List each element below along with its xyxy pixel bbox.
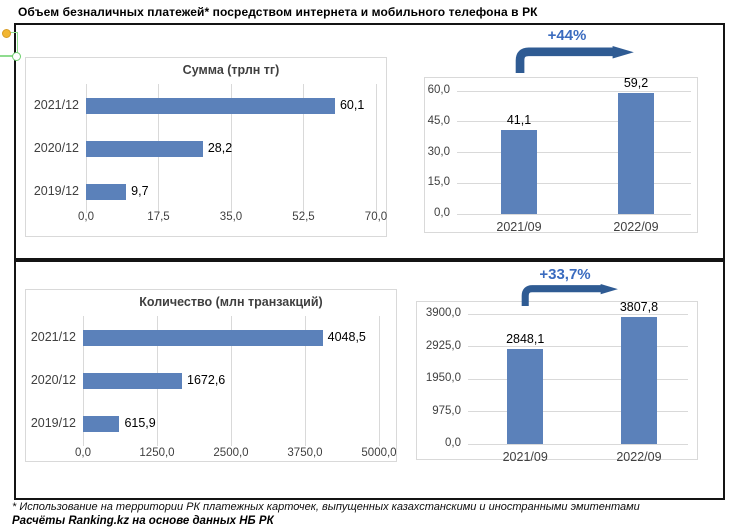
chart-title: Количество (млн транзакций) (139, 295, 323, 309)
category-label: 2019/12 (30, 416, 76, 431)
gridline (468, 313, 688, 315)
bar (507, 349, 544, 444)
data-label: 28,2 (207, 140, 233, 155)
data-label: 4048,5 (327, 329, 366, 344)
axis-tick-label: 5000,0 (361, 447, 397, 459)
gridline (468, 411, 688, 412)
category-label: 2021/12 (33, 97, 79, 112)
gridline (457, 90, 691, 92)
selection-frame-line (16, 31, 18, 56)
gridline (303, 84, 304, 213)
category-label: 2021/12 (30, 329, 76, 344)
gridline (468, 346, 688, 347)
category-label: 2020/12 (33, 140, 79, 155)
growth-arrow-icon (521, 284, 618, 306)
category-label: 2022/09 (616, 450, 662, 464)
axis-tick-label: 1250,0 (139, 447, 175, 459)
chart-title: Сумма (трлн тг) (182, 63, 280, 77)
axis-tick-label: 3900,0 (425, 307, 461, 319)
axis-tick-label: 17,5 (147, 211, 170, 223)
bar (86, 97, 335, 114)
axis-tick-label: 60,0 (427, 84, 450, 96)
gridline (468, 443, 688, 445)
footnote: * Использование на территории РК платежн… (12, 501, 640, 513)
axis-tick-label: 0,0 (78, 211, 94, 223)
bar (83, 416, 120, 433)
category-label: 2019/12 (33, 183, 79, 198)
bar (501, 129, 537, 214)
chart-panel-count-by-year[interactable]: Количество (млн транзакций) 0,0 1250,0 2500… (25, 289, 397, 462)
axis-tick-label: 52,5 (292, 211, 315, 223)
bar (618, 92, 654, 214)
axis-tick-label: 30,0 (427, 145, 450, 158)
growth-label-top: +44% (547, 27, 587, 44)
category-label: 2020/12 (30, 373, 76, 387)
axis-tick-label: 975,0 (432, 404, 461, 417)
gridline (230, 84, 232, 213)
data-label: 2848,1 (506, 332, 545, 347)
bar (620, 317, 657, 444)
gridline (230, 316, 232, 446)
chart-panel-sum-by-year[interactable]: Сумма (трлн тг) 0,0 17,5 35,0 52,5 70,0 2021/1… (25, 57, 387, 237)
bar (86, 140, 203, 157)
chart-panel-count-sept-compare[interactable]: 3900,0 2925,0 1950,0 975,0 0,0 2848,1 2021/09 3… (416, 300, 698, 464)
axis-tick-label: 0,0 (445, 437, 461, 449)
axis-tick-label: 1950,0 (425, 372, 461, 384)
axis-tick-label: 2500,0 (213, 447, 249, 459)
source-credit: Расчёты Ranking.kz на основе данных НБ Р… (12, 515, 274, 527)
gridline (378, 316, 380, 446)
bar (83, 329, 323, 346)
gridline (375, 84, 377, 213)
axis-tick-label: 0,0 (434, 207, 450, 219)
axis-tick-label: 2925,0 (425, 339, 461, 352)
axis-tick-label: 45,0 (427, 114, 450, 127)
data-label: 3807,8 (619, 300, 659, 315)
growth-arrow-icon (515, 46, 634, 73)
figure-title: Объем безналичных платежей* посредством … (18, 5, 538, 19)
selection-frame-line (0, 55, 14, 57)
growth-label-bottom: +33,7% (539, 266, 591, 283)
gridline (304, 316, 306, 446)
category-label: 2021/09 (496, 220, 542, 234)
chart-panel-sum-sept-compare[interactable]: 60,0 45,0 30,0 15,0 0,0 41,1 2021/09 59,2 2022/0… (424, 75, 698, 234)
data-label: 615,9 (124, 416, 156, 431)
selection-resize-handle[interactable] (12, 52, 21, 61)
data-label: 9,7 (131, 183, 149, 198)
data-label: 41,1 (506, 112, 532, 127)
data-label: 1672,6 (187, 373, 226, 387)
selection-anchor-dot (2, 29, 11, 38)
bottom-section-frame (14, 260, 725, 500)
axis-tick-label: 35,0 (219, 211, 243, 223)
category-label: 2021/09 (502, 450, 548, 464)
gridline (457, 152, 691, 153)
top-section-frame (14, 23, 725, 260)
gridline (457, 121, 691, 123)
axis-tick-label: 0,0 (75, 447, 91, 459)
axis-tick-label: 70,0 (364, 211, 388, 223)
gridline (457, 182, 691, 184)
gridline (468, 378, 688, 380)
selection-frame-line (6, 31, 18, 33)
bar (86, 183, 127, 200)
gridline (457, 213, 691, 215)
data-label: 60,1 (339, 97, 365, 112)
axis-tick-label: 15,0 (427, 176, 450, 189)
axis-tick-label: 3750,0 (287, 447, 323, 459)
data-label: 59,2 (623, 75, 649, 90)
category-label: 2022/09 (613, 220, 659, 234)
bar (83, 373, 183, 389)
